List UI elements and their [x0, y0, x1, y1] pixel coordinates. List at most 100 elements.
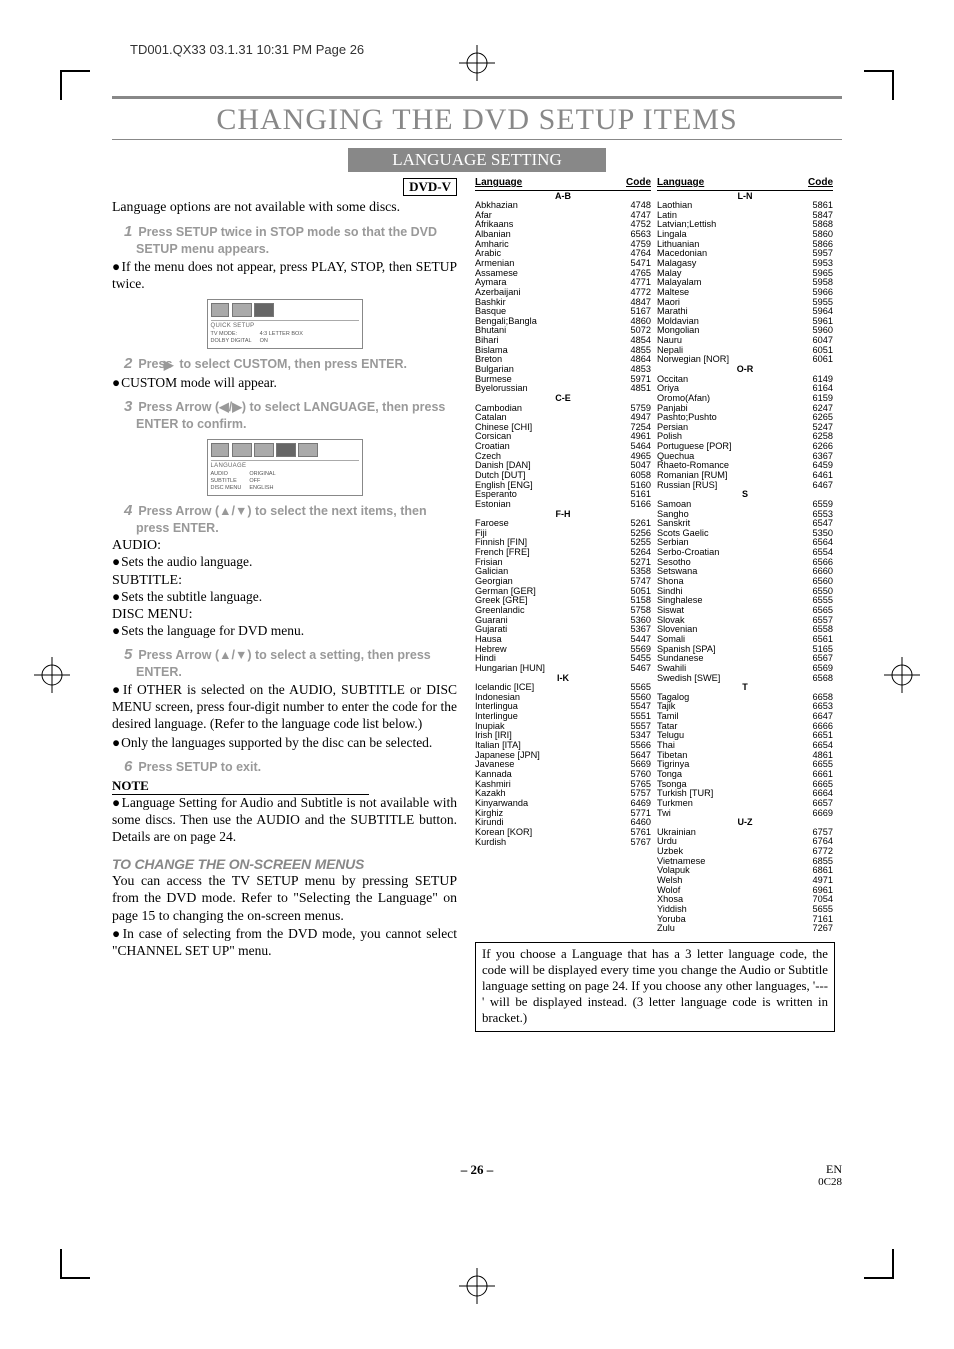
bullet-text: If the menu does not appear, press PLAY,… [112, 259, 457, 291]
lang-name: Moldavian [657, 317, 795, 327]
bullet-text: Sets the audio language. [121, 554, 252, 569]
bullet-text: If OTHER is selected on the AUDIO, SUBTI… [112, 682, 457, 731]
lang-name: Telugu [657, 731, 795, 741]
lang-name: Bihari [475, 336, 613, 346]
lang-name: Mongolian [657, 326, 795, 336]
lang-row: Bihari4854 [475, 336, 651, 346]
lang-name: Croatian [475, 442, 613, 452]
osd-col: ORIGINAL OFF ENGLISH [249, 471, 275, 492]
lang-row: Aymara4771 [475, 278, 651, 288]
lang-code-value: 5166 [613, 500, 651, 510]
step-text: Press Arrow (◀/▶) to select LANGUAGE, th… [136, 400, 445, 431]
osd-value: 4:3 LETTER BOX [260, 331, 303, 337]
lang-row: Urdu6764 [657, 837, 833, 847]
lang-row: Macedonian5957 [657, 249, 833, 259]
lang-name: Bislama [475, 346, 613, 356]
lang-name: Shona [657, 577, 795, 587]
lang-name: Yoruba [657, 915, 795, 925]
lang-row: Welsh4971 [657, 876, 833, 886]
lang-row: Bashkir4847 [475, 298, 651, 308]
lang-name: Macedonian [657, 249, 795, 259]
lang-name: Lingala [657, 230, 795, 240]
lang-row: Siswat6565 [657, 606, 833, 616]
lang-row: Wolof6961 [657, 886, 833, 896]
lang-row: Oromo(Afan)6159 [657, 394, 833, 404]
lang-name: Urdu [657, 837, 795, 847]
lang-group-header: A-B [475, 192, 651, 201]
lang-name: Nepali [657, 346, 795, 356]
lang-name: Irish [IRI] [475, 731, 613, 741]
lang-name: Malayalam [657, 278, 795, 288]
osd-tab [232, 443, 252, 457]
lang-row: Finnish [FIN]5255 [475, 538, 651, 548]
lang-row: Mongolian5960 [657, 326, 833, 336]
lang-group-header: U-Z [657, 818, 833, 827]
lang-row: Burmese5971 [475, 375, 651, 385]
lang-name: Welsh [657, 876, 795, 886]
lang-name: Sangho [657, 510, 795, 520]
lang-name: Siswat [657, 606, 795, 616]
step-number: 5 [124, 646, 132, 663]
lang-row: Albanian6563 [475, 230, 651, 240]
lang-name: Kashmiri [475, 780, 613, 790]
dvd-v-badge: DVD-V [403, 178, 457, 196]
lang-name: Tajik [657, 702, 795, 712]
lang-name: Kirghiz [475, 809, 613, 819]
bullet-text: Sets the language for DVD menu. [121, 623, 304, 638]
osd-tab [276, 443, 296, 457]
lang-name: Latin [657, 211, 795, 221]
lang-name: Bengali;Bangla [475, 317, 613, 327]
lang-name: Twi [657, 809, 795, 819]
lang-row: Basque5167 [475, 307, 651, 317]
lang-name: Faroese [475, 519, 613, 529]
step-text: Press Arrow (▲/▼) to select a setting, t… [136, 648, 431, 679]
lang-row: Guarani5360 [475, 616, 651, 626]
lang-row: Lingala5860 [657, 230, 833, 240]
lang-name: Tsonga [657, 780, 795, 790]
lang-row: Breton4864 [475, 355, 651, 365]
bullet-text: Sets the subtitle language. [121, 589, 262, 604]
step-text: Press Arrow (▲/▼) to select the next ite… [136, 504, 427, 535]
lang-group-header: T [657, 683, 833, 692]
lang-row: Telugu6651 [657, 731, 833, 741]
note-text: Language Setting for Audio and Subtitle … [112, 795, 457, 844]
lang-row: Romanian [RUM]6461 [657, 471, 833, 481]
lang-row: Bhutani5072 [475, 326, 651, 336]
tv-icon [211, 303, 229, 317]
lang-code-value: 5767 [613, 838, 651, 848]
lang-name: Abkhazian [475, 201, 613, 211]
lang-row: Indonesian5560 [475, 693, 651, 703]
lang-row: Oriya6164 [657, 384, 833, 394]
lang-row: Turkmen6657 [657, 799, 833, 809]
step-text: Press SETUP twice in STOP mode so that t… [136, 225, 437, 256]
lang-row: Icelandic [ICE]5565 [475, 683, 651, 693]
lang-row: Tonga6661 [657, 770, 833, 780]
lang-row: Tatar6666 [657, 722, 833, 732]
lang-row: Spanish [SPA]5165 [657, 645, 833, 655]
lang-name: Sanskrit [657, 519, 795, 529]
lang-code-value: 6568 [795, 674, 833, 684]
lang-name: Afar [475, 211, 613, 221]
step-number: 3 [124, 398, 132, 415]
lang-row: Tsonga6665 [657, 780, 833, 790]
lang-name: Catalan [475, 413, 613, 423]
lang-row: Sesotho6566 [657, 558, 833, 568]
lang-name: Spanish [SPA] [657, 645, 795, 655]
lang-row: Serbo-Croatian6554 [657, 548, 833, 558]
osd-tab [232, 303, 252, 317]
lang-row: Irish [IRI]5347 [475, 731, 651, 741]
lang-name: Icelandic [ICE] [475, 683, 613, 693]
lang-group-header: O-R [657, 365, 833, 374]
lang-name: Afrikaans [475, 220, 613, 230]
lang-row: Assamese4765 [475, 269, 651, 279]
lang-name: Cambodian [475, 404, 613, 414]
lang-code-value: 5467 [613, 664, 651, 674]
lang-row: Bengali;Bangla4860 [475, 317, 651, 327]
lang-name: Thai [657, 741, 795, 751]
lang-name: Chinese [CHI] [475, 423, 613, 433]
lang-row: Latin5847 [657, 211, 833, 221]
lang-name: Turkmen [657, 799, 795, 809]
lang-group-header: L-N [657, 192, 833, 201]
lang-row: Panjabi6247 [657, 404, 833, 414]
lang-row: Kurdish5767 [475, 838, 651, 848]
